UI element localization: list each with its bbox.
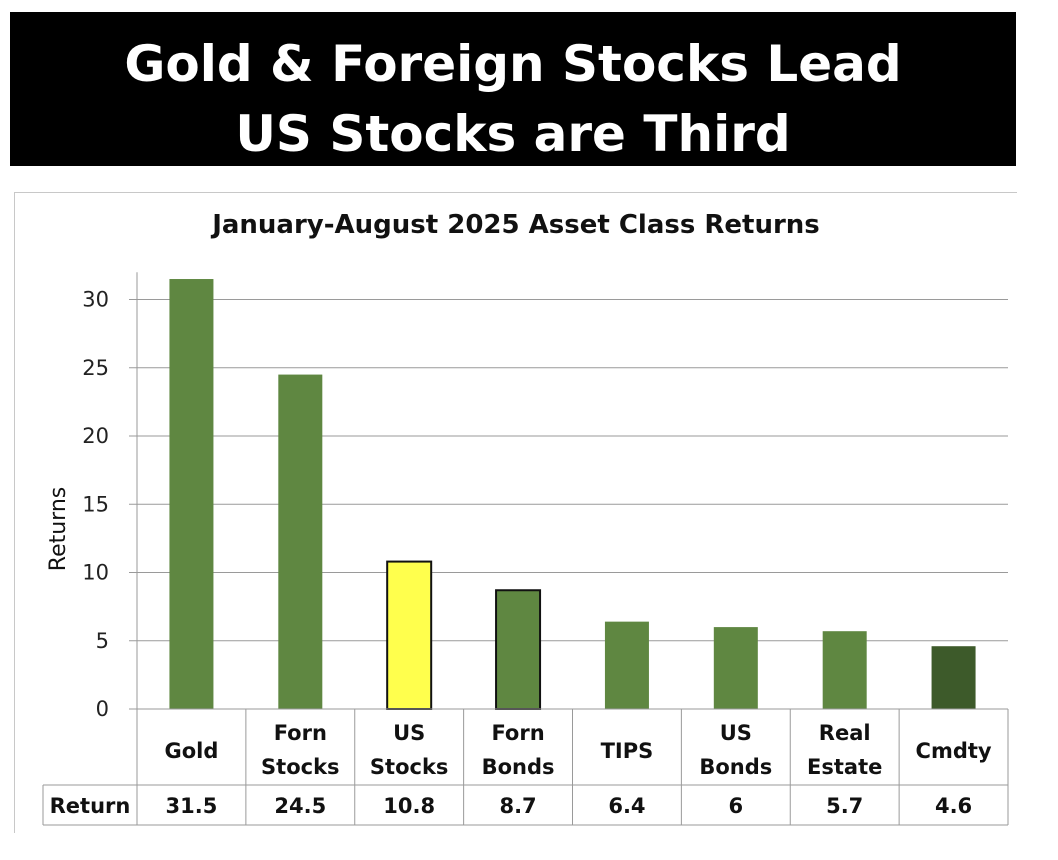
y-tick-label: 25 <box>82 356 109 380</box>
x-category-label: Stocks <box>261 755 340 779</box>
y-axis-label: Returns <box>46 487 71 571</box>
x-category-label: Real <box>819 721 871 745</box>
bar <box>169 279 214 709</box>
bar <box>931 646 976 709</box>
x-category-label: Bonds <box>699 755 772 779</box>
y-tick-label: 30 <box>82 288 109 312</box>
data-value-label: 4.6 <box>935 794 972 818</box>
y-tick-label: 10 <box>82 561 109 585</box>
title-banner: Gold & Foreign Stocks Lead US Stocks are… <box>10 12 1016 166</box>
bar <box>604 621 649 709</box>
x-category-label: Cmdty <box>916 739 992 763</box>
data-value-label: 6 <box>729 794 744 818</box>
x-category-label: Stocks <box>370 755 449 779</box>
banner-headline-line-2: US Stocks are Third <box>235 105 791 163</box>
data-value-label: 10.8 <box>383 794 435 818</box>
bar-chart: January-August 2025 Asset Class Returns R… <box>42 210 1009 826</box>
table-row-label: Return <box>50 794 131 818</box>
banner-headline-line-1: Gold & Foreign Stocks Lead <box>124 35 902 93</box>
data-value-label: 6.4 <box>608 794 645 818</box>
x-category-label: TIPS <box>601 739 654 763</box>
bar <box>278 374 323 709</box>
chart-frame: January-August 2025 Asset Class Returns R… <box>14 192 1017 833</box>
bar <box>822 631 867 709</box>
y-tick-label: 20 <box>82 424 109 448</box>
y-tick-label: 15 <box>82 492 109 516</box>
data-value-label: 5.7 <box>826 794 863 818</box>
bar <box>713 627 758 709</box>
data-value-label: 8.7 <box>499 794 536 818</box>
chart-title: January-August 2025 Asset Class Returns <box>210 210 820 240</box>
data-value-label: 31.5 <box>166 794 218 818</box>
data-value-label: 24.5 <box>274 794 326 818</box>
x-category-label: Bonds <box>482 755 555 779</box>
x-category-label: Estate <box>807 755 882 779</box>
x-category-label: US <box>720 721 752 745</box>
y-tick-label: 0 <box>96 697 109 721</box>
bar <box>386 560 433 710</box>
x-category-label: Forn <box>491 721 544 745</box>
y-tick-label: 5 <box>96 629 109 653</box>
x-category-label: Gold <box>164 739 218 763</box>
x-category-label: Forn <box>274 721 327 745</box>
x-category-label: US <box>393 721 425 745</box>
bar <box>495 589 542 710</box>
